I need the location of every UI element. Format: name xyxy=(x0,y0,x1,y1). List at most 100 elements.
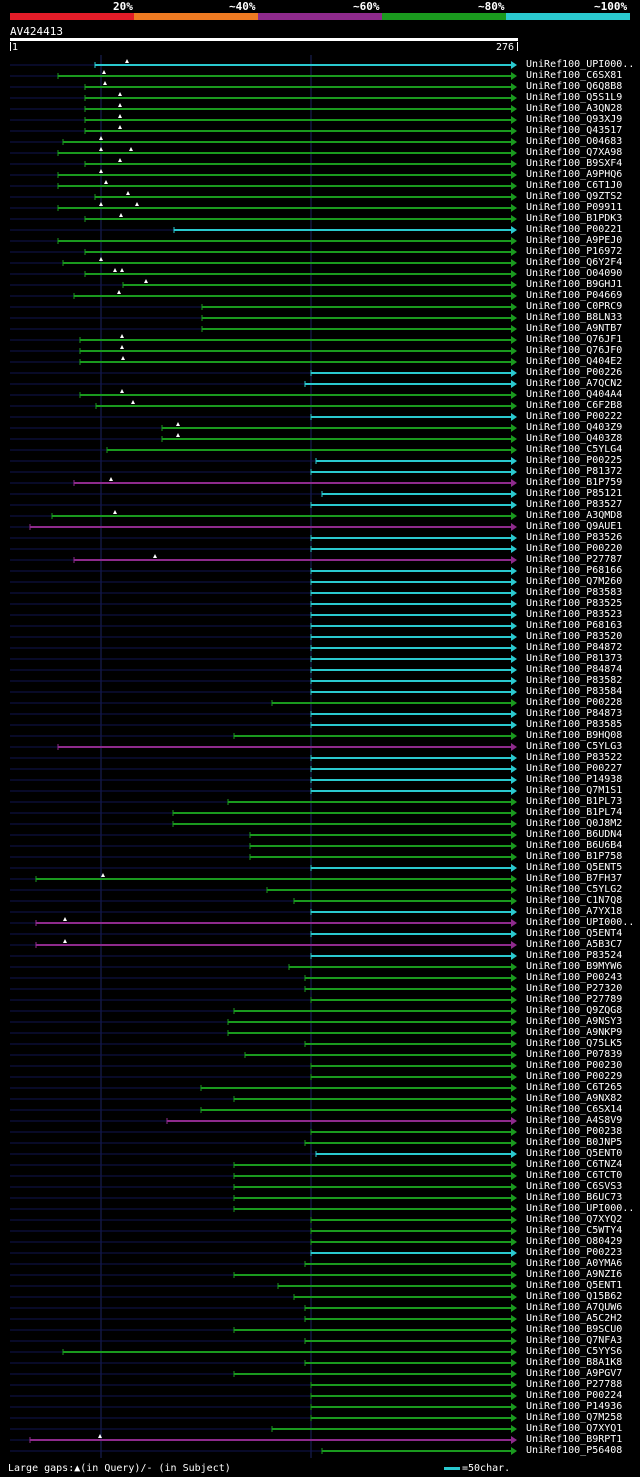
hit-row[interactable] xyxy=(10,644,517,652)
hit-label[interactable]: UniRef100_P81372 xyxy=(526,466,623,477)
hit-row[interactable] xyxy=(10,655,517,663)
hit-row[interactable] xyxy=(10,567,517,575)
hit-label[interactable]: UniRef100_P84873 xyxy=(526,708,623,719)
hit-row[interactable] xyxy=(10,433,517,443)
hit-label[interactable]: UniRef100_B9HQ08 xyxy=(526,730,623,741)
hit-row[interactable] xyxy=(10,501,517,509)
hit-label[interactable]: UniRef100_P81373 xyxy=(526,653,623,664)
hit-label[interactable]: UniRef100_P00228 xyxy=(526,697,623,708)
hit-row[interactable] xyxy=(10,1095,517,1103)
hit-label[interactable]: UniRef100_P00221 xyxy=(526,224,623,235)
hit-row[interactable] xyxy=(10,939,517,949)
hit-label[interactable]: UniRef100_C6TCT0 xyxy=(526,1170,623,1181)
hit-label[interactable]: UniRef100_Q9AUE1 xyxy=(526,521,623,532)
hit-label[interactable]: UniRef100_B9MYW6 xyxy=(526,961,623,972)
hit-label[interactable]: UniRef100_P83524 xyxy=(526,950,623,961)
hit-label[interactable]: UniRef100_A9NTB7 xyxy=(526,323,623,334)
hit-row[interactable] xyxy=(10,699,517,707)
hit-label[interactable]: UniRef100_A9PHQ6 xyxy=(526,169,623,180)
hit-row[interactable] xyxy=(10,776,517,784)
hit-row[interactable] xyxy=(10,1337,517,1345)
hit-row[interactable] xyxy=(10,765,517,773)
hit-label[interactable]: UniRef100_B8A1K8 xyxy=(526,1357,623,1368)
hit-label[interactable]: UniRef100_Q7M260 xyxy=(526,576,623,587)
hit-label[interactable]: UniRef100_C6SX81 xyxy=(526,70,623,81)
hit-row[interactable] xyxy=(10,732,517,740)
hit-row[interactable] xyxy=(10,589,517,597)
hit-row[interactable] xyxy=(10,510,517,520)
hit-row[interactable] xyxy=(10,710,517,718)
hit-row[interactable] xyxy=(10,1073,517,1081)
hit-row[interactable] xyxy=(10,237,517,245)
hit-label[interactable]: UniRef100_Q7M258 xyxy=(526,1412,623,1423)
hit-label[interactable]: UniRef100_P00238 xyxy=(526,1126,623,1137)
hit-label[interactable]: UniRef100_C1N7Q8 xyxy=(526,895,623,906)
hit-row[interactable] xyxy=(10,1183,517,1191)
hit-label[interactable]: UniRef100_C5WTY4 xyxy=(526,1225,623,1236)
hit-row[interactable] xyxy=(10,985,517,993)
hit-label[interactable]: UniRef100_Q7XA98 xyxy=(526,147,623,158)
hit-label[interactable]: UniRef100_Q403Z9 xyxy=(526,422,623,433)
hit-row[interactable] xyxy=(10,996,517,1004)
hit-row[interactable] xyxy=(10,226,517,234)
hit-label[interactable]: UniRef100_A4S8V9 xyxy=(526,1115,623,1126)
hit-row[interactable] xyxy=(10,325,517,333)
hit-row[interactable] xyxy=(10,103,517,113)
hit-row[interactable] xyxy=(10,809,517,817)
hit-label[interactable]: UniRef100_O04683 xyxy=(526,136,623,147)
hit-label[interactable]: UniRef100_P04669 xyxy=(526,290,623,301)
hit-label[interactable]: UniRef100_C6TNZ4 xyxy=(526,1159,623,1170)
hit-row[interactable] xyxy=(10,842,517,850)
hit-row[interactable] xyxy=(10,1359,517,1367)
hit-row[interactable] xyxy=(10,930,517,938)
hit-label[interactable]: UniRef100_Q403Z8 xyxy=(526,433,623,444)
hit-label[interactable]: UniRef100_P83526 xyxy=(526,532,623,543)
hit-label[interactable]: UniRef100_A3QMD8 xyxy=(526,510,623,521)
hit-label[interactable]: UniRef100_Q0J8M2 xyxy=(526,818,623,829)
hit-label[interactable]: UniRef100_P83520 xyxy=(526,631,623,642)
hit-label[interactable]: UniRef100_P00225 xyxy=(526,455,623,466)
hit-row[interactable] xyxy=(10,545,517,553)
hit-label[interactable]: UniRef100_P27787 xyxy=(526,554,623,565)
hit-row[interactable] xyxy=(10,490,517,498)
hit-label[interactable]: UniRef100_Q7M1S1 xyxy=(526,785,623,796)
hit-label[interactable]: UniRef100_UPI000.. xyxy=(526,59,635,70)
hit-row[interactable] xyxy=(10,356,517,366)
hit-label[interactable]: UniRef100_P14938 xyxy=(526,774,623,785)
hit-row[interactable] xyxy=(10,873,517,883)
hit-row[interactable] xyxy=(10,1007,517,1015)
hit-row[interactable] xyxy=(10,886,517,894)
hit-label[interactable]: UniRef100_P85121 xyxy=(526,488,623,499)
hit-label[interactable]: UniRef100_Q76JF1 xyxy=(526,334,623,345)
hit-row[interactable] xyxy=(10,1381,517,1389)
hit-row[interactable] xyxy=(10,70,517,80)
hit-label[interactable]: UniRef100_C5YLG4 xyxy=(526,444,623,455)
hit-label[interactable]: UniRef100_Q6Q8B8 xyxy=(526,81,623,92)
hit-row[interactable] xyxy=(10,1062,517,1070)
hit-row[interactable] xyxy=(10,345,517,355)
hit-row[interactable] xyxy=(10,477,517,487)
hit-label[interactable]: UniRef100_P07839 xyxy=(526,1049,623,1060)
hit-label[interactable]: UniRef100_Q15B62 xyxy=(526,1291,623,1302)
hit-row[interactable] xyxy=(10,422,517,432)
hit-label[interactable]: UniRef100_Q43517 xyxy=(526,125,623,136)
hit-label[interactable]: UniRef100_P00243 xyxy=(526,972,623,983)
hit-label[interactable]: UniRef100_C0PRC9 xyxy=(526,301,623,312)
hit-label[interactable]: UniRef100_A9NX82 xyxy=(526,1093,623,1104)
hit-row[interactable] xyxy=(10,853,517,861)
hit-row[interactable] xyxy=(10,257,517,267)
hit-row[interactable] xyxy=(10,963,517,971)
hit-row[interactable] xyxy=(10,1348,517,1356)
hit-label[interactable]: UniRef100_P83527 xyxy=(526,499,623,510)
hit-label[interactable]: UniRef100_P68166 xyxy=(526,565,623,576)
hit-row[interactable] xyxy=(10,1282,517,1290)
hit-row[interactable] xyxy=(10,554,517,564)
hit-label[interactable]: UniRef100_A9NZI6 xyxy=(526,1269,623,1280)
hit-row[interactable] xyxy=(10,180,517,190)
hit-row[interactable] xyxy=(10,1315,517,1323)
hit-row[interactable] xyxy=(10,1084,517,1092)
hit-label[interactable]: UniRef100_Q5ENT1 xyxy=(526,1280,623,1291)
hit-label[interactable]: UniRef100_B9GHJ1 xyxy=(526,279,623,290)
hit-row[interactable] xyxy=(10,864,517,872)
hit-label[interactable]: UniRef100_P00224 xyxy=(526,1390,623,1401)
